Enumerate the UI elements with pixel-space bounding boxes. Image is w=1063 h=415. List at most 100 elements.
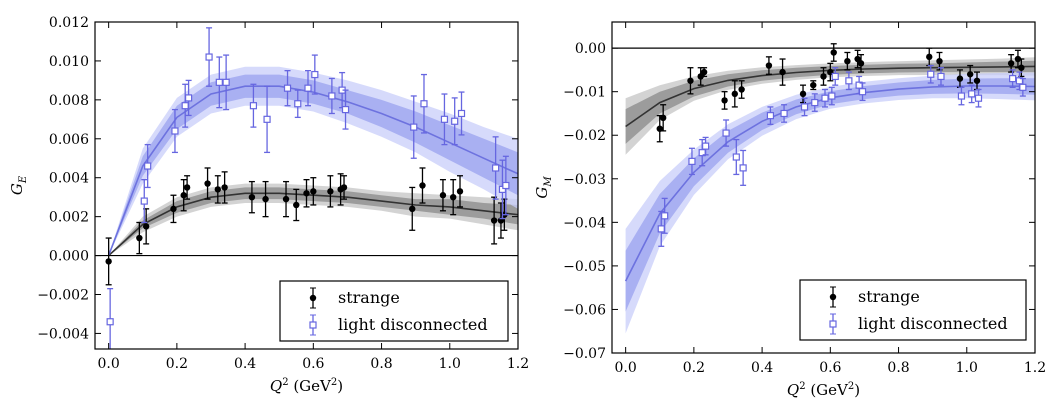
light-data-point: [732, 138, 740, 176]
light-data-point: [780, 104, 788, 123]
marker-square: [215, 78, 223, 86]
strange-data-point: [820, 67, 827, 86]
strange-data-point: [340, 175, 348, 200]
strange-data-point: [327, 175, 334, 208]
strange-data-point: [810, 80, 817, 91]
light-data-point: [828, 86, 836, 106]
light-data-point: [974, 88, 983, 108]
light-data-point: [927, 64, 935, 84]
strange-data-point: [310, 177, 317, 206]
y-label-sub: E: [18, 175, 29, 184]
light-data-point: [811, 93, 819, 112]
marker-circle: [105, 258, 112, 265]
marker-circle: [844, 57, 851, 65]
x-tick-label: 0.4: [751, 360, 773, 376]
y-tick-label: 0.00: [575, 41, 606, 57]
y-tick-label: −0.06: [563, 302, 606, 318]
legend-marker-square: [829, 320, 837, 328]
light-data-point: [661, 197, 669, 234]
marker-circle: [419, 182, 426, 189]
plot-area: [95, 27, 518, 349]
x-axis-label: Q2 (GeV2): [787, 381, 860, 399]
y-label-symbol: G: [8, 183, 26, 195]
y-tick-label: 0.004: [49, 171, 89, 187]
light-data-point: [171, 108, 179, 154]
marker-square: [457, 109, 466, 118]
marker-square: [858, 88, 867, 96]
x-tick-label: 0.4: [234, 356, 256, 372]
x-tick-label: 1.0: [439, 356, 461, 372]
strange-data-point: [180, 179, 187, 212]
light-data-point: [311, 54, 319, 95]
x-tick-label: 0.6: [302, 356, 324, 372]
marker-square: [341, 105, 350, 114]
marker-square: [249, 102, 258, 110]
light-data-point: [451, 97, 459, 146]
light-data-point: [294, 89, 302, 119]
light-data-point: [957, 86, 966, 106]
x-label-unit: (GeV: [806, 381, 849, 399]
light-data-point: [739, 149, 747, 186]
strange-data-point: [721, 91, 728, 110]
light-data-point: [831, 67, 839, 86]
x-tick-label: 0.0: [615, 360, 637, 376]
light-data-point: [845, 71, 853, 91]
marker-square: [328, 92, 336, 100]
x-tick-label: 0.0: [98, 356, 120, 372]
strange-data-point: [204, 167, 211, 200]
marker-circle: [765, 62, 773, 69]
marker-circle: [1014, 55, 1022, 63]
marker-circle: [697, 73, 704, 80]
left-panel-ge: 0.0 0.2 0.4 0.6 0.8 1.0 1.2 −0.004 −0.002 0.000 0.…: [8, 15, 529, 395]
x-label-unit-close: ): [854, 381, 860, 399]
marker-circle: [936, 57, 943, 65]
light-data-point: [702, 136, 710, 156]
marker-square: [440, 115, 449, 123]
marker-circle: [340, 184, 348, 191]
legend-entry-strange: strange: [309, 287, 400, 309]
strange-data-point: [738, 80, 745, 99]
marker-circle: [204, 180, 211, 187]
marker-circle: [221, 184, 228, 191]
marker-circle: [136, 234, 143, 242]
x-tick-label: 0.8: [887, 360, 909, 376]
strange-data-point: [170, 194, 177, 224]
x-tick-label: 0.2: [683, 360, 705, 376]
marker-square: [661, 212, 669, 220]
y-tick-label: −0.01: [563, 85, 606, 101]
marker-circle: [973, 77, 981, 84]
legend-marker-circle: [309, 294, 317, 302]
marker-square: [821, 94, 829, 102]
marker-circle: [810, 81, 817, 89]
y-tick-label: 0.008: [49, 93, 89, 109]
strange-data-point: [262, 180, 269, 218]
marker-circle: [966, 71, 974, 78]
marker-circle: [409, 205, 416, 213]
marker-square: [185, 94, 193, 102]
marker-circle: [180, 192, 187, 199]
marker-square: [974, 94, 983, 102]
strange-data-point: [293, 188, 300, 222]
light-data-point: [722, 119, 730, 147]
marker-circle: [490, 217, 498, 224]
y-tick-label: 0.010: [49, 54, 89, 70]
strange-data-point: [439, 179, 447, 212]
marker-square: [688, 157, 696, 165]
marker-circle: [738, 86, 745, 93]
strange-data-point: [956, 69, 964, 88]
strange-data-point: [687, 67, 694, 95]
legend-marker-circle: [829, 293, 837, 301]
x-label-q: Q: [270, 377, 282, 395]
strange-data-point: [214, 175, 222, 204]
light-data-point: [1009, 69, 1017, 88]
marker-square: [968, 90, 976, 98]
marker-square: [828, 92, 836, 100]
marker-circle: [854, 55, 861, 63]
light-data-point: [263, 85, 271, 154]
y-label-symbol: G: [533, 187, 551, 199]
marker-square: [657, 225, 665, 233]
marker-square: [420, 100, 428, 108]
strange-data-point: [142, 208, 150, 245]
marker-square: [181, 102, 189, 110]
